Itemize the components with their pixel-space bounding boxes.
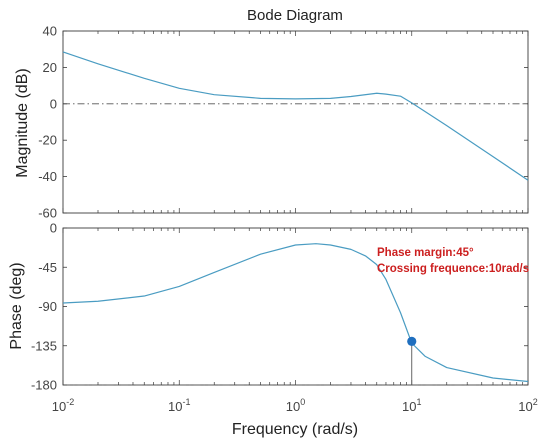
x-tick-label: 100 <box>286 397 305 414</box>
magnitude-panel: 40 20 0 -20 -40 -60 <box>38 24 529 221</box>
phase-y-tick-label: -180 <box>31 378 57 393</box>
phase-axis-label: Phase (deg) <box>8 262 25 349</box>
magnitude-y-tick-label: -40 <box>38 169 57 184</box>
magnitude-plot-frame <box>62 30 529 214</box>
magnitude-y-tick-label: -20 <box>38 133 57 148</box>
x-axis-label: Frequency (rad/s) <box>232 421 358 438</box>
annotation-line-2: Crossing frequence:10rad/s <box>377 263 529 275</box>
magnitude-y-tick-label: 0 <box>50 96 57 111</box>
phase-y-tick-label: 0 <box>50 221 57 236</box>
magnitude-y-tick-label: -60 <box>38 206 57 221</box>
x-tick-label: 10-1 <box>168 397 190 414</box>
magnitude-y-tick-label: 20 <box>43 60 57 75</box>
x-tick-label: 10-2 <box>52 397 74 414</box>
x-tick-label: 101 <box>402 397 421 414</box>
phase-y-tick-label: -45 <box>38 260 57 275</box>
chart-title: Bode Diagram <box>247 7 343 24</box>
magnitude-axis-label: Magnitude (dB) <box>14 68 31 177</box>
annotation-line-1: Phase margin:45° <box>377 247 474 259</box>
phase-panel: 0 -45 -90 -135 -180 10-2 10-1 100 101 102 <box>31 221 538 415</box>
phase-y-tick-label: -135 <box>31 338 57 353</box>
magnitude-y-tick-label: 40 <box>43 24 57 39</box>
x-tick-label: 102 <box>518 397 537 414</box>
annotation: Phase margin:45° Crossing frequence:10ra… <box>377 247 529 275</box>
phase-marker-point <box>407 336 417 346</box>
phase-series-line <box>62 243 529 383</box>
phase-plot-frame <box>62 227 529 386</box>
phase-y-tick-label: -90 <box>38 299 57 314</box>
magnitude-series-line <box>62 51 529 181</box>
